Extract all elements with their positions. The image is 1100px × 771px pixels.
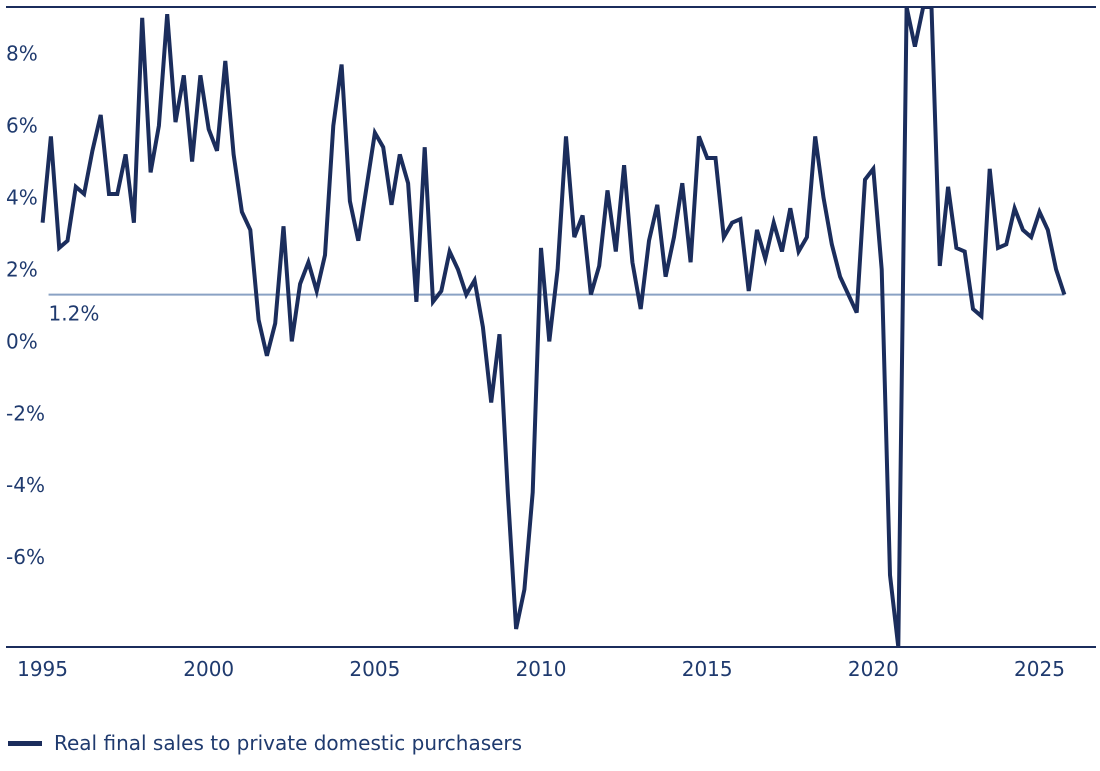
x-tick-label: 2025 — [1014, 657, 1065, 681]
y-tick-label: -6% — [6, 545, 45, 569]
y-tick-label: 4% — [6, 186, 38, 210]
legend: Real final sales to private domestic pur… — [8, 731, 522, 755]
series-group — [40, 7, 1067, 647]
y-tick-label: 8% — [6, 42, 38, 66]
x-tick-label: 2005 — [349, 657, 400, 681]
y-tick-label: 0% — [6, 329, 38, 353]
x-tick-label: 2020 — [848, 657, 899, 681]
y-tick-label: -4% — [6, 473, 45, 497]
x-tick-label: 2000 — [183, 657, 234, 681]
x-tick-labels: 1995 2000 2005 2010 2015 2020 2025 — [17, 657, 1065, 681]
series-line — [40, 7, 1067, 647]
y-tick-label: -2% — [6, 401, 45, 425]
x-tick-label: 2010 — [516, 657, 567, 681]
legend-swatch — [8, 740, 42, 746]
reference-line-label: 1.2% — [49, 302, 100, 326]
x-tick-label: 2015 — [682, 657, 733, 681]
y-tick-label: 6% — [6, 114, 38, 138]
y-tick-label: 2% — [6, 257, 38, 281]
x-tick-label: 1995 — [17, 657, 68, 681]
legend-label: Real final sales to private domestic pur… — [54, 731, 523, 755]
y-tick-labels: 8% 6% 4% 2% 0% -2% -4% -6% — [6, 42, 45, 569]
